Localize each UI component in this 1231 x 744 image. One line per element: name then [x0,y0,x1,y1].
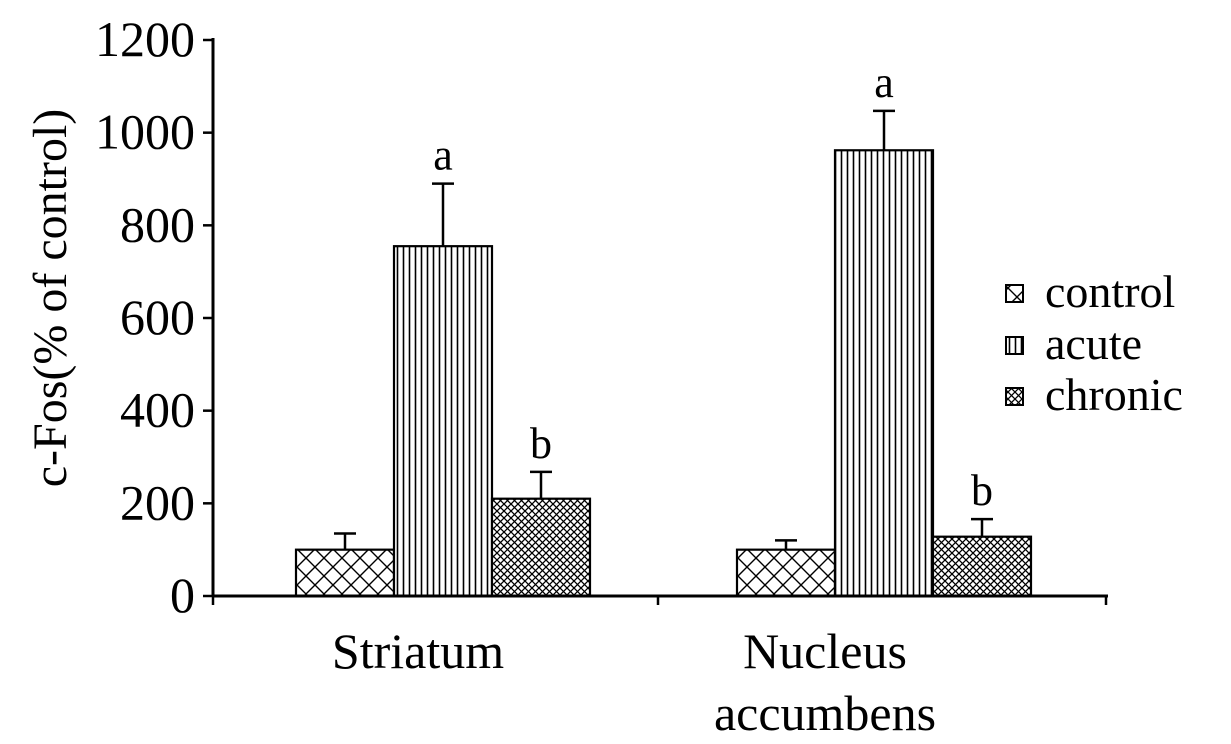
x-category-label-0-0: Striatum [332,623,504,679]
significance-label-chronic-1: b [971,466,993,515]
bars-layer: a a b b [296,58,1031,596]
legend-swatch-acute [1006,337,1023,354]
legend-swatch-control [1006,285,1023,302]
y-tick-label-1200: 1200 [95,11,195,67]
bar-control-0 [296,550,394,596]
y-tick-label-800: 800 [120,196,195,252]
significance-label-chronic-0: b [530,419,552,468]
legend-label-acute: acute [1045,318,1142,369]
bar-chronic-1 [933,537,1031,596]
legend-label-control: control [1045,266,1175,317]
legend-swatch-chronic [1006,388,1023,405]
y-tick-label-200: 200 [120,474,195,530]
bar-control-1 [737,550,835,596]
x-category-label-1-0: Nucleus [743,623,907,679]
axes-layer: 0 200 400 600 800 1000 1200 c-Fos(% of control)… [24,11,1108,741]
bar-chronic-0 [492,499,590,596]
significance-label-acute-1: a [874,58,894,107]
bar-acute-1 [835,150,933,596]
y-tick-label-1000: 1000 [95,104,195,160]
legend-label-chronic: chronic [1045,369,1183,420]
x-category-label-1-1: accumbens [714,685,936,741]
y-tick-label-0: 0 [170,567,195,623]
y-tick-label-600: 600 [120,289,195,345]
bar-acute-0 [394,246,492,596]
significance-label-acute-0: a [433,131,453,180]
y-axis-label: c-Fos(% of control) [24,109,77,488]
y-tick-label-400: 400 [120,382,195,438]
